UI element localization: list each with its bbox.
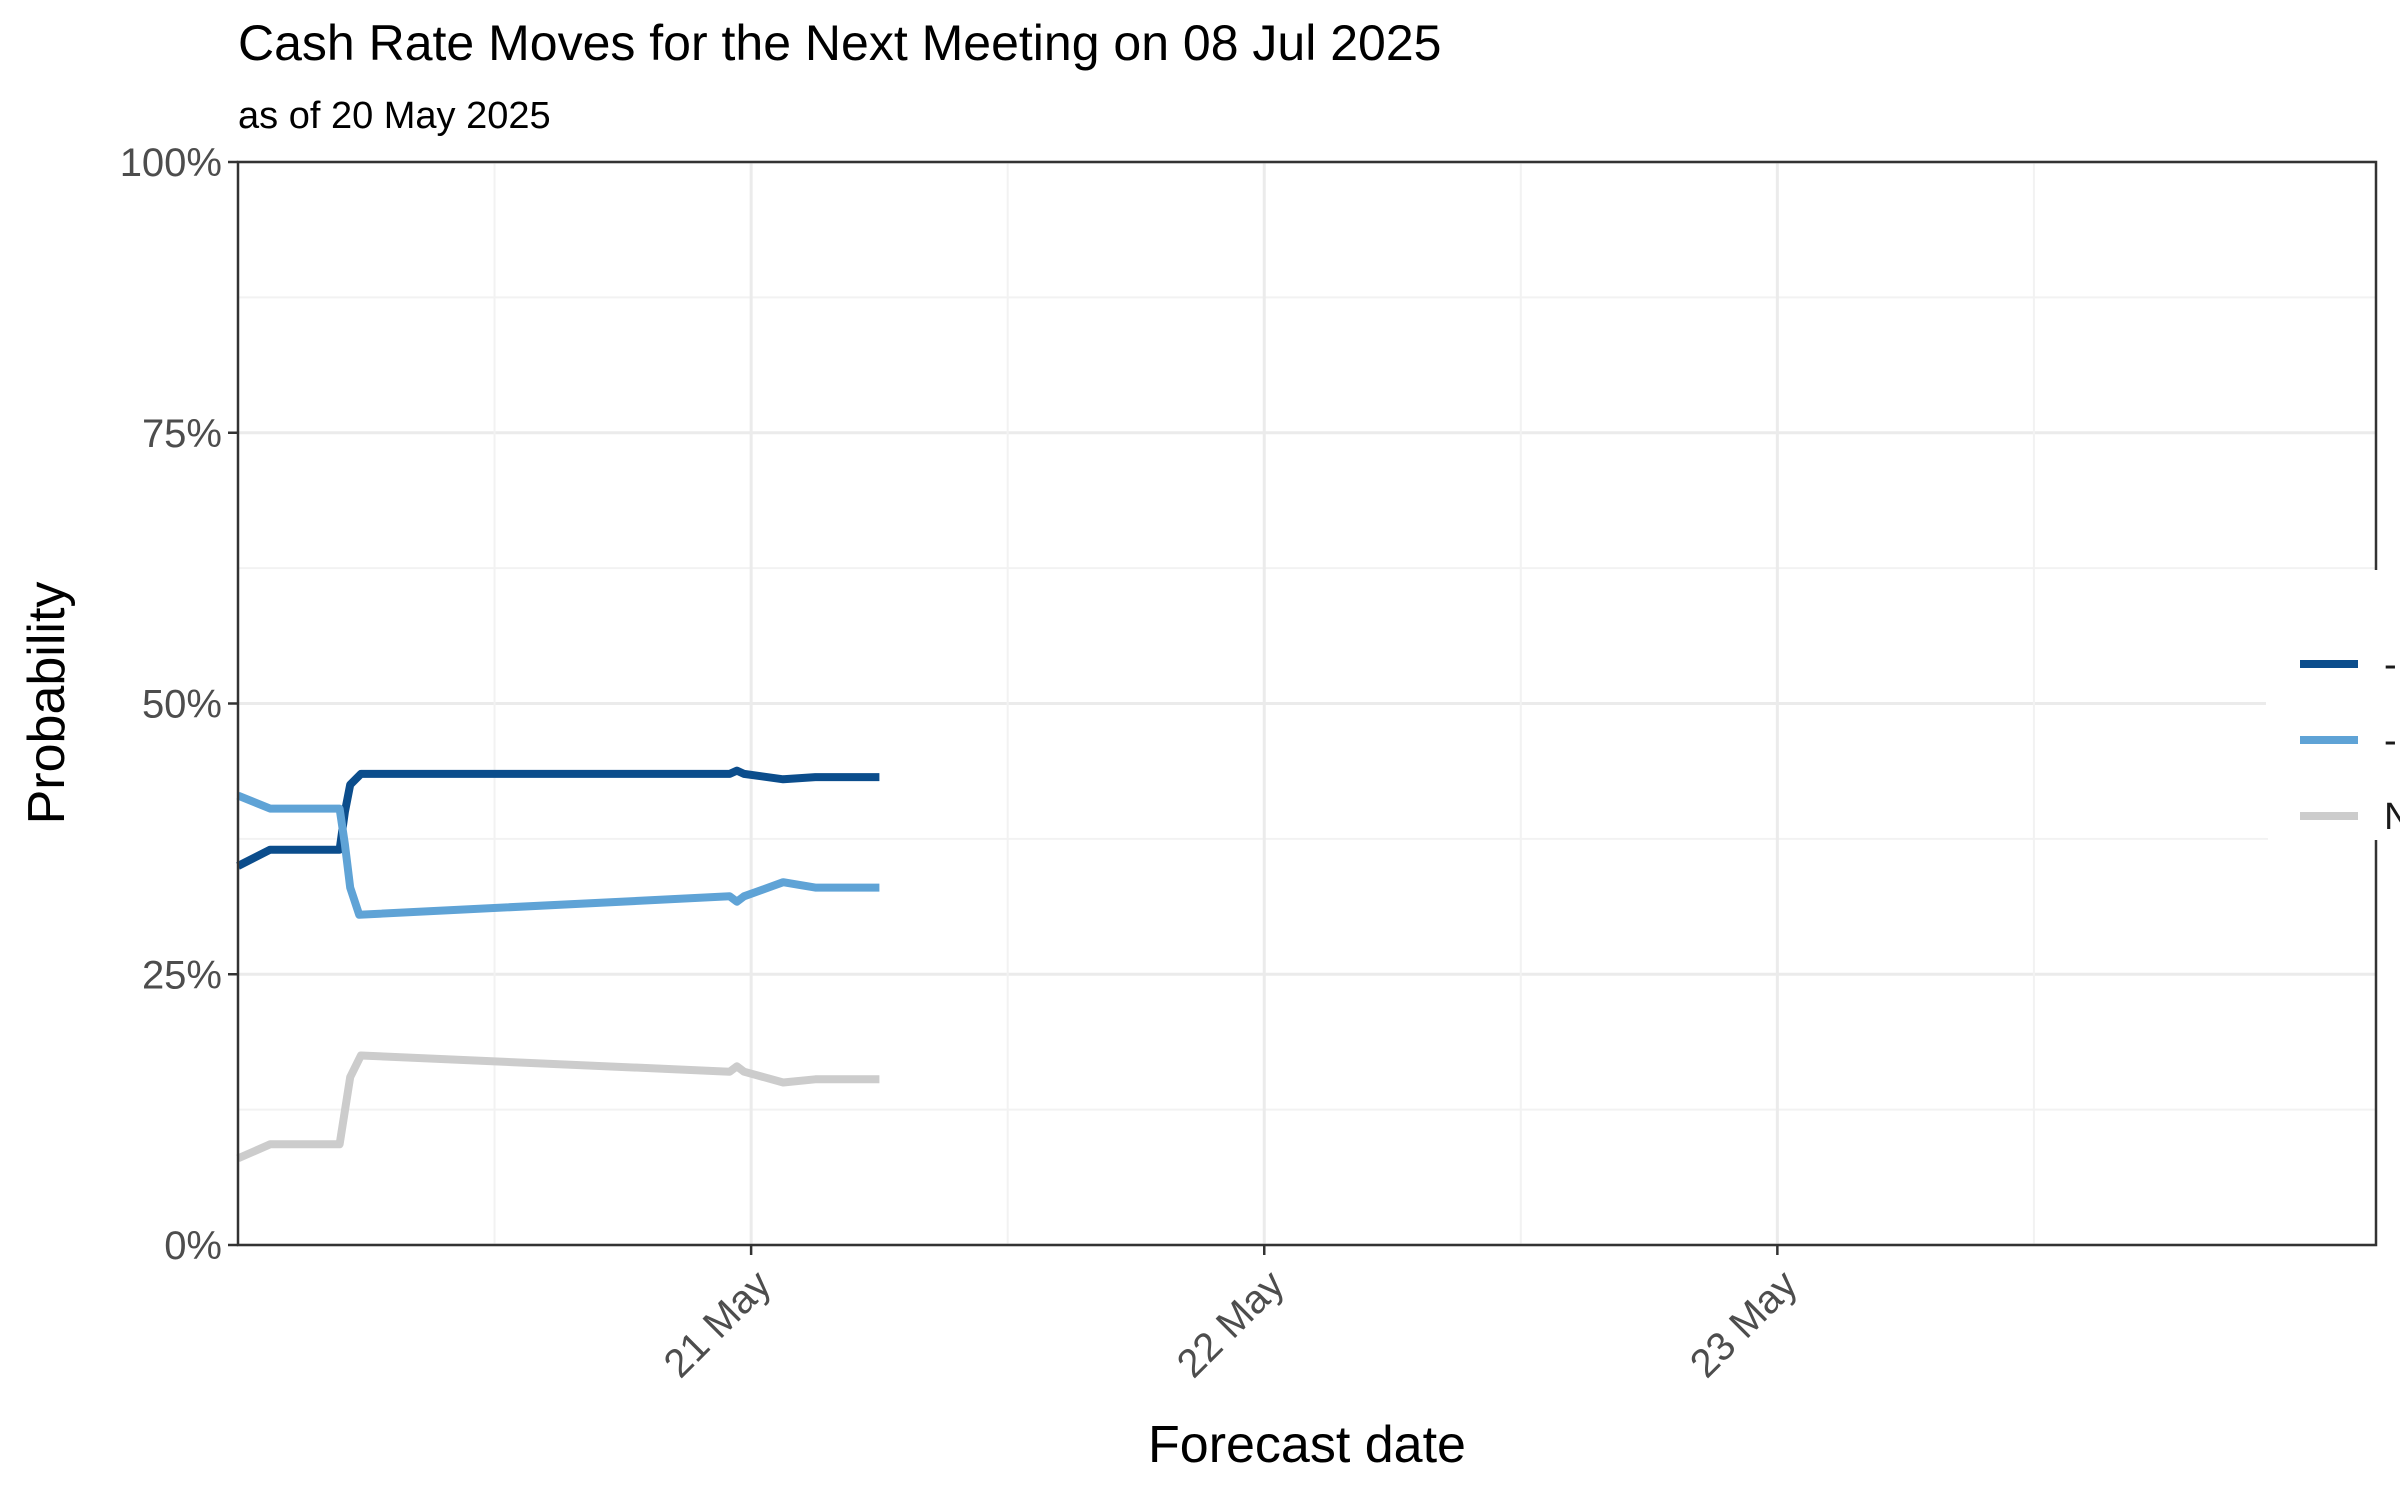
- x-tick-label: 21 May: [656, 1262, 780, 1386]
- legend-box: [2268, 570, 2400, 840]
- axes: 0% 25% 50% 75% 100% 21 May 22 May 23 May: [120, 141, 1806, 1386]
- series-lines: [236, 766, 880, 1163]
- x-tick-label: 22 May: [1169, 1262, 1293, 1386]
- y-tick-label: 0%: [164, 1224, 222, 1268]
- y-tick-label: 100%: [120, 141, 222, 185]
- chart-title: Cash Rate Moves for the Next Meeting on …: [238, 15, 1441, 71]
- series-line-2: [236, 791, 880, 919]
- legend: - - N: [2266, 570, 2400, 840]
- legend-label-3: N: [2384, 796, 2400, 838]
- legend-label-1: -: [2384, 644, 2397, 686]
- y-axis-title: Probability: [18, 582, 76, 825]
- chart-subtitle: as of 20 May 2025: [238, 95, 551, 137]
- y-tick-label: 50%: [142, 683, 222, 727]
- x-axis-title: Forecast date: [1148, 1416, 1466, 1474]
- gridlines: [238, 160, 2376, 1247]
- x-tick-label: 23 May: [1682, 1262, 1806, 1386]
- y-tick-label: 75%: [142, 412, 222, 456]
- series-line-3: [236, 1051, 880, 1163]
- y-tick-label: 25%: [142, 953, 222, 997]
- legend-label-2: -: [2384, 720, 2397, 762]
- series-line-1: [236, 766, 880, 870]
